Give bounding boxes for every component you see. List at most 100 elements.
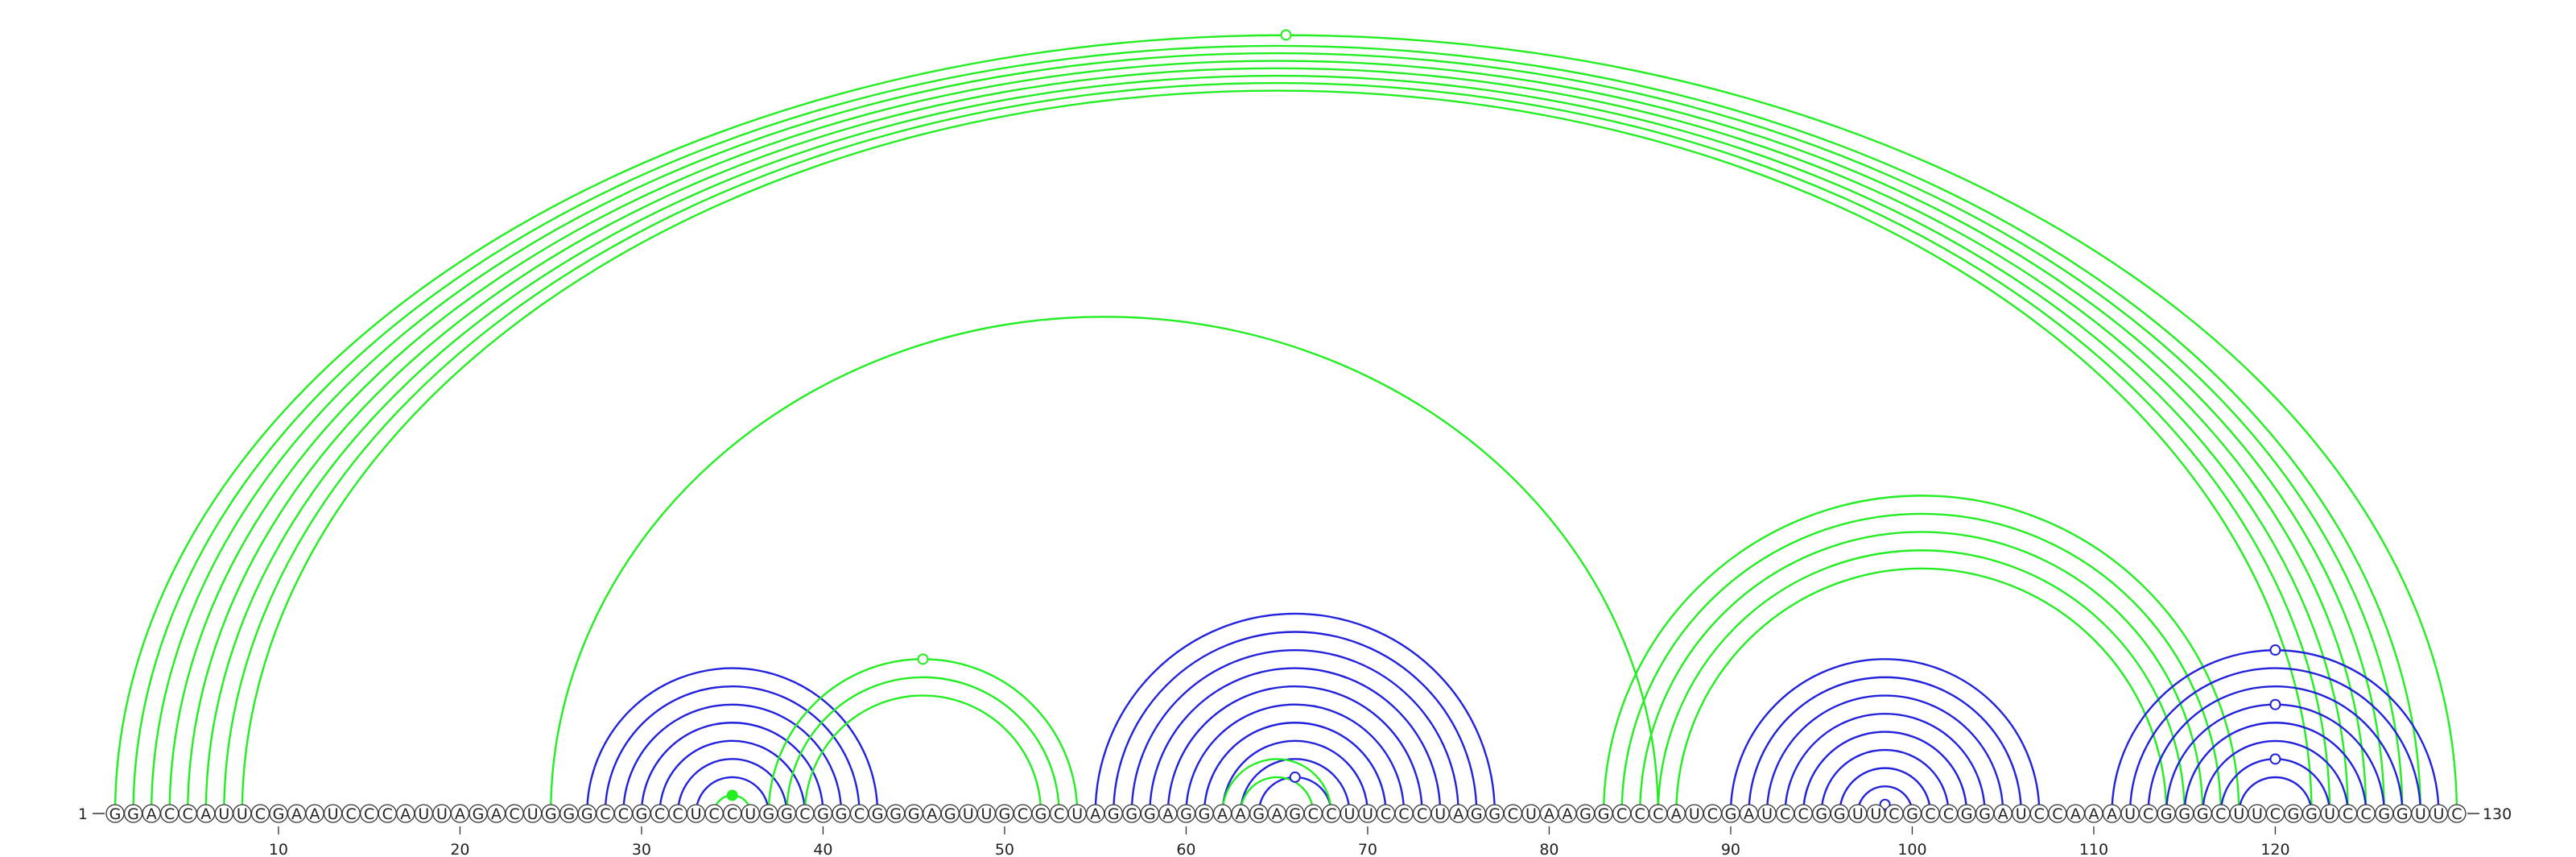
nucleotide-letter: G <box>1598 805 1610 823</box>
arc-blue-95-102 <box>1820 748 1950 814</box>
arc-green-86-115 <box>1657 549 2186 814</box>
arc-green-37-54 <box>767 658 1079 814</box>
nucleotide-letter: C <box>1398 805 1409 823</box>
nucleotide-letter: C <box>1707 805 1718 823</box>
nucleotide-letter: G <box>872 805 884 823</box>
nucleotide-letter: G <box>999 805 1011 823</box>
arc-blue-91-106 <box>1748 676 2022 814</box>
nucleotide-letter: G <box>944 805 956 823</box>
nucleotide-letter: G <box>2306 805 2318 823</box>
arc-green-4-126 <box>168 60 2385 814</box>
nucleotide-letter: U <box>418 805 429 823</box>
arc-blue-92-105 <box>1765 694 2004 814</box>
arc-green-84-117 <box>1620 512 2222 814</box>
sequence-start-label: 1 <box>78 805 88 823</box>
nucleotide-letter: C <box>2052 805 2062 823</box>
arc-markers <box>726 29 2281 810</box>
nucleotide-letter: U <box>1689 805 1700 823</box>
nucleotide-letter: A <box>1272 805 1282 823</box>
nucleotide-letter: U <box>963 805 974 823</box>
nucleotide-letter: C <box>1018 805 1028 823</box>
nucleotide-letter: C <box>509 805 519 823</box>
arc-green-1-130 <box>114 34 2458 814</box>
nucleotide-letter: U <box>1525 805 1537 823</box>
nucleotide-letter: C <box>854 805 865 823</box>
nucleotide-letter: G <box>581 805 593 823</box>
nucleotide-letter: C <box>1925 805 1935 823</box>
nucleotide-letter: G <box>109 805 122 823</box>
arc-marker-2 <box>726 789 738 801</box>
arc-green-83-118 <box>1602 495 2240 814</box>
nucleotide-letter: C <box>255 805 266 823</box>
tick-label: 10 <box>269 841 288 857</box>
nucleotide-letter: U <box>980 805 992 823</box>
nucleotide-letter: G <box>1289 805 1301 823</box>
nucleotide-letter: U <box>1071 805 1083 823</box>
arc-green-7-123 <box>223 81 2331 814</box>
nucleotide-letter: C <box>618 805 629 823</box>
tick-label: 60 <box>1176 841 1195 857</box>
nucleotide-letter: G <box>1815 805 1827 823</box>
arc-blue-115-125 <box>2183 722 2368 814</box>
tick-label: 30 <box>632 841 651 857</box>
nucleotide-letter: U <box>218 805 229 823</box>
arc-marker-5 <box>2269 644 2281 656</box>
arc-blue-111-129 <box>2111 648 2440 814</box>
nucleotide-letter: C <box>1326 805 1336 823</box>
nucleotide-letter: A <box>1544 805 1554 823</box>
nucleotide-letter: G <box>781 805 793 823</box>
nucleotide-letter: C <box>2270 805 2281 823</box>
arc-green-6-124 <box>204 74 2349 814</box>
tick-label: 50 <box>995 841 1014 857</box>
nucleotide-letter: U <box>1435 805 1446 823</box>
arc-green-8-122 <box>241 89 2313 814</box>
nucleotide-letter: U <box>2016 805 2027 823</box>
arc-green-5-125 <box>187 67 2368 814</box>
arc-blue-59-73 <box>1166 685 1423 814</box>
nucleotide-letter: U <box>527 805 539 823</box>
nucleotide-letter: G <box>2178 805 2190 823</box>
tick-label: 70 <box>1358 841 1377 857</box>
nucleotide-letter: U <box>2252 805 2263 823</box>
nucleotide-letter: A <box>147 805 157 823</box>
nucleotide-letter: U <box>1362 805 1373 823</box>
nucleotide-letter: G <box>836 805 848 823</box>
arc-blue-112-128 <box>2128 667 2422 814</box>
arc-blue-32-38 <box>676 758 788 814</box>
nucleotide-letter: G <box>762 805 774 823</box>
nucleotide-letter: C <box>1653 805 1663 823</box>
nucleotide-letter: G <box>2161 805 2173 823</box>
nucleotide-letter: G <box>636 805 648 823</box>
nucleotide-letter: A <box>1453 805 1463 823</box>
nucleotide-letter: C <box>1889 805 1899 823</box>
nucleotide-letter: C <box>2343 805 2353 823</box>
nucleotide-letter: U <box>237 805 248 823</box>
nucleotide-letter: U <box>436 805 448 823</box>
arc-marker-1 <box>917 653 929 665</box>
nucleotide-letter: G <box>2197 805 2209 823</box>
tick-label: 100 <box>1897 841 1926 857</box>
nucleotide-letter: U <box>1761 805 1773 823</box>
nucleotide-letter: A <box>291 805 302 823</box>
nucleotide-letter: A <box>927 805 937 823</box>
nucleotide-letter: G <box>890 805 902 823</box>
nucleotide-letter: G <box>1199 805 1211 823</box>
nucleotide-letter: A <box>1744 805 1754 823</box>
nucleotide-letter: A <box>1162 805 1173 823</box>
nucleotide-letter: C <box>164 805 175 823</box>
arc-blue-57-75 <box>1130 648 1459 814</box>
nucleotide-letter: U <box>328 805 339 823</box>
arc-blue-58-74 <box>1149 667 1442 814</box>
arc-blue-90-107 <box>1729 658 2041 814</box>
arc-blue-60-72 <box>1185 703 1406 814</box>
nucleotide-letter: C <box>1780 805 1790 823</box>
position-axis: 1 130 10 20 30 40 50 60 70 80 90 100 110 120 <box>78 805 2512 857</box>
arc-blue-29-41 <box>622 703 843 814</box>
nucleotide-letter: U <box>1852 805 1864 823</box>
nucleotide-letter: A <box>2107 805 2117 823</box>
nucleotide-letter: G <box>1488 805 1501 823</box>
arc-marker-6 <box>2269 698 2281 710</box>
arc-marker-3 <box>1289 771 1301 783</box>
arc-green-2-128 <box>132 44 2422 814</box>
